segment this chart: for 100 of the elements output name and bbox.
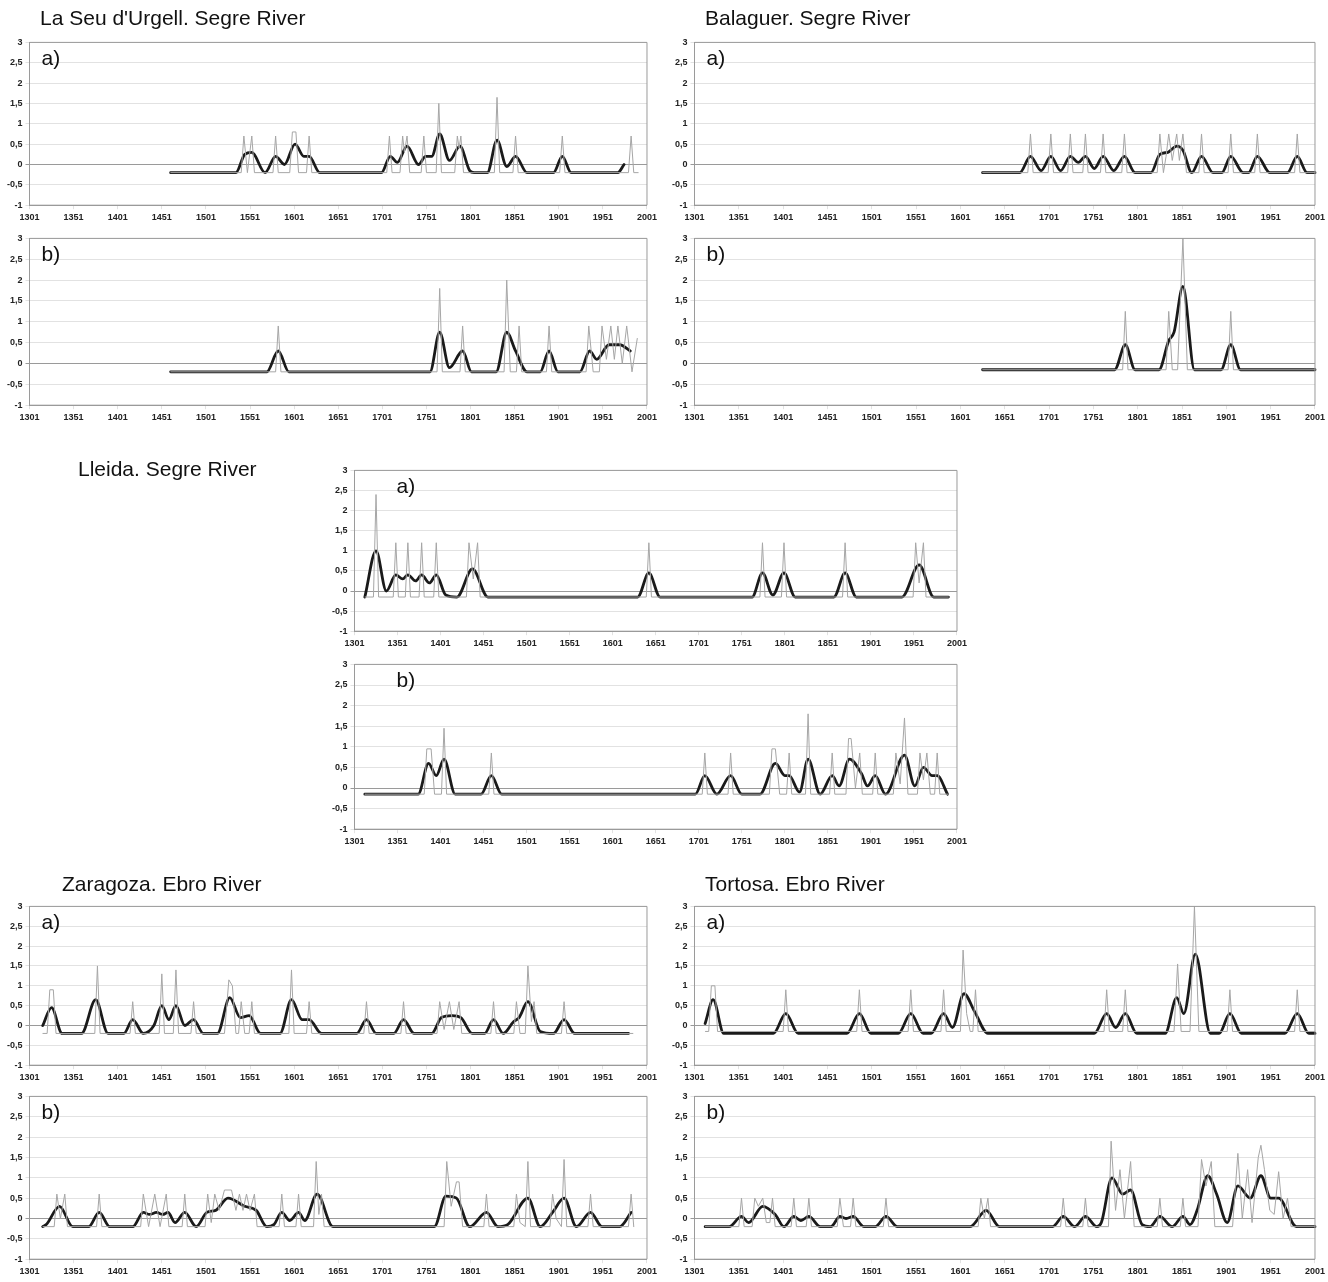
x-tick-label: 1651: [645, 638, 666, 649]
x-tick-label: 1601: [950, 412, 971, 423]
x-tick-label: 1401: [107, 412, 128, 423]
x-tick-label: 1501: [861, 412, 882, 423]
y-tick-label: -0,5: [6, 1233, 23, 1244]
y-tick-label: 0,5: [674, 1000, 688, 1011]
y-tick-label: -0,5: [671, 1039, 688, 1050]
y-tick-label: 1: [682, 118, 688, 129]
y-tick-label: 2: [682, 940, 688, 951]
y-tick-label: 0: [682, 1019, 688, 1030]
x-tick-label: 1351: [63, 212, 84, 223]
x-tick-label: 1501: [516, 836, 537, 847]
y-tick-label: 0: [342, 585, 348, 596]
annotation: a): [41, 45, 61, 69]
x-tick-label: 1601: [950, 212, 971, 223]
x-tick-label: 1801: [460, 412, 481, 423]
x-tick-label: 1401: [773, 1072, 794, 1083]
annotation: b): [706, 241, 726, 265]
x-tick-label: 1701: [688, 836, 709, 847]
x-tick-label: 1301: [684, 1266, 705, 1277]
y-tick-label: 2: [17, 1131, 23, 1142]
y-tick-label: -1: [679, 399, 688, 410]
x-tick-label: 1901: [860, 638, 881, 649]
text: Lleida. Segre River: [78, 457, 257, 481]
x-tick-label: 1501: [195, 1072, 216, 1083]
y-tick-label: 2,5: [9, 920, 23, 931]
x-tick-label: 1451: [151, 1266, 172, 1277]
y-tick-label: 0,5: [334, 565, 348, 576]
x-tick-label: 1451: [817, 1266, 838, 1277]
y-tick-label: 1: [682, 1172, 688, 1183]
y-tick-label: 1: [17, 980, 23, 991]
y-tick-label: -1: [14, 399, 23, 410]
x-tick-label: 2001: [636, 212, 657, 223]
y-tick-label: 1: [17, 118, 23, 129]
x-tick-label: 1351: [728, 1266, 749, 1277]
x-tick-label: 1951: [903, 836, 924, 847]
y-tick-label: 0: [682, 1212, 688, 1223]
x-tick-label: 1751: [731, 836, 752, 847]
y-tick-label: -1: [679, 199, 688, 210]
y-tick-label: 2: [17, 940, 23, 951]
y-tick-label: -1: [14, 1253, 23, 1264]
y-tick-label: -0,5: [331, 803, 348, 814]
x-tick-label: 1851: [1172, 212, 1193, 223]
x-tick-label: 1501: [195, 212, 216, 223]
y-tick-label: 1: [342, 741, 348, 752]
x-tick-label: 1901: [860, 836, 881, 847]
y-tick-label: 0: [342, 782, 348, 793]
y-tick-label: 2: [682, 1131, 688, 1142]
chart-title: Balaguer. Segre River: [705, 6, 911, 30]
y-tick-label: 1,5: [674, 1151, 688, 1162]
y-tick-label: -0,5: [6, 179, 23, 190]
y-tick-label: -1: [679, 1253, 688, 1264]
x-tick-label: 1551: [906, 1266, 927, 1277]
x-tick-label: 1901: [1216, 1266, 1237, 1277]
x-tick-label: 2001: [1304, 1072, 1325, 1083]
x-tick-label: 1601: [284, 1266, 305, 1277]
x-tick-label: 1351: [728, 412, 749, 423]
x-tick-label: 1951: [903, 638, 924, 649]
y-tick-label: 1,5: [9, 960, 23, 971]
x-tick-label: 1651: [328, 412, 349, 423]
x-tick-label: 1301: [19, 1266, 40, 1277]
x-tick-label: 1801: [1127, 1072, 1148, 1083]
y-tick-label: 3: [17, 900, 23, 911]
x-tick-label: 1351: [387, 836, 408, 847]
annotation: a): [706, 45, 726, 69]
chart-title: La Seu d'Urgell. Segre River: [40, 6, 306, 30]
x-tick-label: 1551: [906, 212, 927, 223]
y-tick-label: 1,5: [674, 295, 688, 306]
x-tick-label: 1451: [817, 1072, 838, 1083]
y-tick-label: 3: [342, 464, 348, 475]
x-tick-label: 1301: [684, 412, 705, 423]
y-tick-label: 3: [17, 232, 23, 243]
x-tick-label: 1751: [416, 412, 437, 423]
annotation: b): [41, 1099, 61, 1123]
x-tick-label: 1451: [151, 1072, 172, 1083]
y-tick-label: 2: [17, 274, 23, 285]
y-tick-label: 0,5: [9, 337, 23, 348]
y-tick-label: 1,5: [9, 1151, 23, 1162]
x-tick-label: 1951: [592, 1072, 613, 1083]
x-tick-label: 1651: [994, 1072, 1015, 1083]
x-tick-label: 1951: [1260, 1072, 1281, 1083]
x-tick-label: 1451: [817, 212, 838, 223]
x-tick-label: 1351: [728, 1072, 749, 1083]
x-tick-label: 1701: [372, 412, 393, 423]
x-tick-label: 1701: [1039, 1072, 1060, 1083]
x-tick-label: 1401: [107, 1072, 128, 1083]
x-tick-label: 2001: [1304, 412, 1325, 423]
y-tick-label: -1: [339, 823, 348, 834]
x-tick-label: 1451: [473, 836, 494, 847]
x-tick-label: 1901: [1216, 1072, 1237, 1083]
x-tick-label: 1951: [1260, 212, 1281, 223]
x-tick-label: 1551: [240, 212, 261, 223]
x-tick-label: 1501: [861, 1266, 882, 1277]
y-tick-label: -1: [14, 1059, 23, 1070]
x-tick-label: 2001: [1304, 1266, 1325, 1277]
x-tick-label: 1301: [344, 836, 365, 847]
y-tick-label: 0: [682, 158, 688, 169]
x-tick-label: 1551: [559, 836, 580, 847]
y-tick-label: 1,5: [334, 525, 348, 536]
x-tick-label: 1651: [994, 412, 1015, 423]
